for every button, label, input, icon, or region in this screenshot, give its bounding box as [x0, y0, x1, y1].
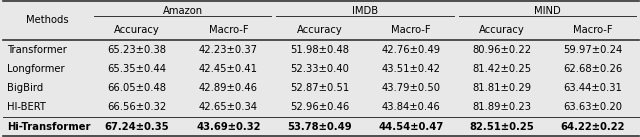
Text: 42.65±0.34: 42.65±0.34	[199, 102, 258, 112]
Text: 43.84±0.46: 43.84±0.46	[381, 102, 440, 112]
Text: 65.23±0.38: 65.23±0.38	[108, 45, 166, 55]
Text: 80.96±0.22: 80.96±0.22	[472, 45, 531, 55]
Text: 44.54±0.47: 44.54±0.47	[378, 122, 444, 132]
Text: 81.42±0.25: 81.42±0.25	[472, 64, 531, 74]
Text: 43.79±0.50: 43.79±0.50	[381, 83, 440, 93]
Text: BigBird: BigBird	[7, 83, 44, 93]
Text: 42.23±0.37: 42.23±0.37	[199, 45, 258, 55]
Text: Macro-F: Macro-F	[209, 25, 248, 35]
Text: 81.89±0.23: 81.89±0.23	[472, 102, 531, 112]
Text: 65.35±0.44: 65.35±0.44	[108, 64, 166, 74]
Text: MIND: MIND	[534, 6, 561, 16]
Text: 43.51±0.42: 43.51±0.42	[381, 64, 440, 74]
Text: 82.51±0.25: 82.51±0.25	[470, 122, 534, 132]
Text: Longformer: Longformer	[7, 64, 65, 74]
Text: 81.81±0.29: 81.81±0.29	[472, 83, 531, 93]
Text: 64.22±0.22: 64.22±0.22	[561, 122, 625, 132]
Text: Transformer: Transformer	[7, 45, 67, 55]
Text: 52.96±0.46: 52.96±0.46	[290, 102, 349, 112]
Text: Methods: Methods	[26, 15, 68, 25]
Text: Macro-F: Macro-F	[391, 25, 431, 35]
Text: 63.44±0.31: 63.44±0.31	[564, 83, 623, 93]
Text: 63.63±0.20: 63.63±0.20	[564, 102, 623, 112]
Text: Amazon: Amazon	[163, 6, 203, 16]
Text: 62.68±0.26: 62.68±0.26	[563, 64, 623, 74]
Text: 51.98±0.48: 51.98±0.48	[290, 45, 349, 55]
Text: 52.87±0.51: 52.87±0.51	[290, 83, 349, 93]
Text: 42.76±0.49: 42.76±0.49	[381, 45, 440, 55]
Text: 67.24±0.35: 67.24±0.35	[105, 122, 170, 132]
Text: 59.97±0.24: 59.97±0.24	[563, 45, 623, 55]
Text: 42.45±0.41: 42.45±0.41	[199, 64, 258, 74]
Text: Macro-F: Macro-F	[573, 25, 613, 35]
Text: 52.33±0.40: 52.33±0.40	[290, 64, 349, 74]
Text: Accuracy: Accuracy	[297, 25, 342, 35]
Text: HI-BERT: HI-BERT	[7, 102, 46, 112]
Text: 43.69±0.32: 43.69±0.32	[196, 122, 260, 132]
Text: 66.05±0.48: 66.05±0.48	[108, 83, 166, 93]
Text: IMDB: IMDB	[352, 6, 378, 16]
Text: Accuracy: Accuracy	[115, 25, 160, 35]
Text: 42.89±0.46: 42.89±0.46	[199, 83, 258, 93]
Text: Hi-Transformer: Hi-Transformer	[7, 122, 90, 132]
Text: 66.56±0.32: 66.56±0.32	[108, 102, 167, 112]
Text: Accuracy: Accuracy	[479, 25, 525, 35]
Text: 53.78±0.49: 53.78±0.49	[287, 122, 352, 132]
